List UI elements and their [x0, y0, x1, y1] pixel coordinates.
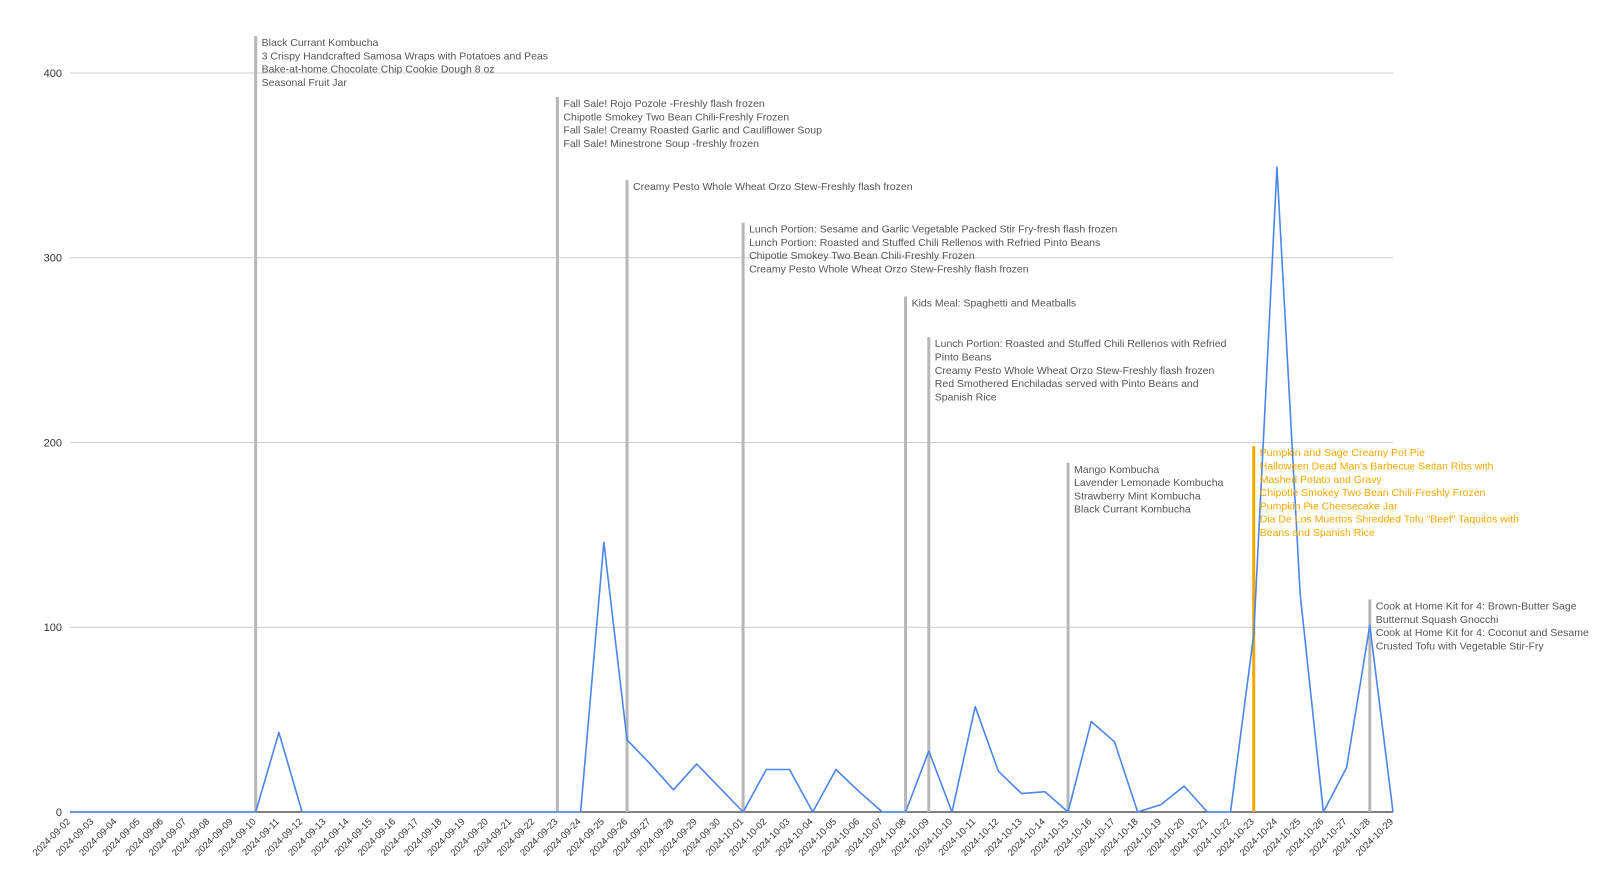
annotation-line: Cook at Home Kit for 4: Brown-Butter Sag… [1376, 601, 1577, 613]
series-layer [70, 166, 1394, 813]
annotation-line: 3 Crispy Handcrafted Samosa Wraps with P… [262, 50, 548, 62]
annotation-line: Black Currant Kombucha [1074, 504, 1191, 516]
y-axis-ticks: 0 100 200 300 400 [44, 68, 62, 819]
annotation-line: Bake-at-home Chocolate Chip Cookie Dough… [262, 64, 495, 76]
annotation-line: Lunch Portion: Roasted and Stuffed Chili… [935, 338, 1227, 350]
annotation-line: Halloween Dead Man's Barbecue Seitan Rib… [1260, 460, 1494, 472]
annotation-line: Lunch Portion: Roasted and Stuffed Chili… [749, 237, 1100, 249]
annotation-text-block: Lunch Portion: Roasted and Stuffed Chili… [935, 338, 1227, 403]
annotation-line: Mashed Potato and Gravy [1260, 474, 1383, 486]
annotation-line: Crusted Tofu with Vegetable Stir-Fry [1376, 640, 1545, 652]
annotation-line: Pumpkin and Sage Creamy Pot Pie [1260, 447, 1425, 459]
annotation-line: Seasonal Fruit Jar [262, 77, 348, 89]
annotation-line: Beans and Spanish Rice [1260, 527, 1375, 539]
annotation-text-block: Fall Sale! Rojo Pozole -Freshly flash fr… [563, 98, 822, 150]
annotation-text-block: Lunch Portion: Sesame and Garlic Vegetab… [749, 224, 1117, 276]
annotation-text-block: Cook at Home Kit for 4: Brown-Butter Sag… [1376, 601, 1589, 653]
annotation-line: Chipotle Smokey Two Bean Chili-Freshly F… [563, 111, 789, 123]
annotation-text-block: Pumpkin and Sage Creamy Pot PieHalloween… [1260, 447, 1519, 539]
y-tick-label: 400 [44, 68, 62, 80]
annotation-line: Kids Meal: Spaghetti and Meatballs [912, 298, 1077, 310]
annotation-line: Chipotle Smokey Two Bean Chili-Freshly F… [749, 250, 975, 262]
y-tick-label: 0 [56, 807, 62, 819]
annotation-line: Lavender Lemonade Kombucha [1074, 477, 1224, 489]
annotation-line: Strawberry Mint Kombucha [1074, 490, 1201, 502]
annotation-line: Cook at Home Kit for 4: Coconut and Sesa… [1376, 627, 1589, 639]
annotation-line: Butternut Squash Gnocchi [1376, 614, 1499, 626]
annotation-line: Fall Sale! Minestrone Soup -freshly froz… [563, 138, 759, 150]
annotation-lines [254, 36, 1372, 812]
annotation-line: Fall Sale! Creamy Roasted Garlic and Cau… [563, 125, 822, 137]
gridlines [70, 72, 1393, 813]
y-tick-label: 200 [44, 437, 62, 449]
annotation-line: Black Currant Kombucha [262, 37, 379, 49]
annotation-line: Creamy Pesto Whole Wheat Orzo Stew-Fresh… [633, 181, 913, 193]
annotation-line: Dia De Los Muertos Shredded Tofu "Beef" … [1260, 514, 1519, 526]
annotation-line: Creamy Pesto Whole Wheat Orzo Stew-Fresh… [935, 365, 1215, 377]
annotation-line: Mango Kombucha [1074, 464, 1159, 476]
y-tick-label: 300 [44, 253, 62, 265]
annotation-line: Pinto Beans [935, 351, 992, 363]
annotation-line: Lunch Portion: Sesame and Garlic Vegetab… [749, 224, 1117, 236]
annotation-line: Pumpkin Pie Cheesecake Jar [1260, 500, 1398, 512]
annotation-line: Red Smothered Enchiladas served with Pin… [935, 378, 1199, 390]
series-line [70, 166, 1394, 813]
y-tick-label: 100 [44, 622, 62, 634]
annotation-line: Creamy Pesto Whole Wheat Orzo Stew-Fresh… [749, 264, 1029, 276]
x-axis-ticks: 2024-09-022024-09-032024-09-042024-09-05… [31, 816, 1396, 858]
annotation-line: Spanish Rice [935, 391, 997, 403]
annotation-line: Chipotle Smokey Two Bean Chili-Freshly F… [1260, 487, 1486, 499]
annotation-text-block: Creamy Pesto Whole Wheat Orzo Stew-Fresh… [633, 181, 913, 193]
annotation-text-block: Kids Meal: Spaghetti and Meatballs [912, 298, 1077, 310]
annotation-line: Fall Sale! Rojo Pozole -Freshly flash fr… [563, 98, 764, 110]
